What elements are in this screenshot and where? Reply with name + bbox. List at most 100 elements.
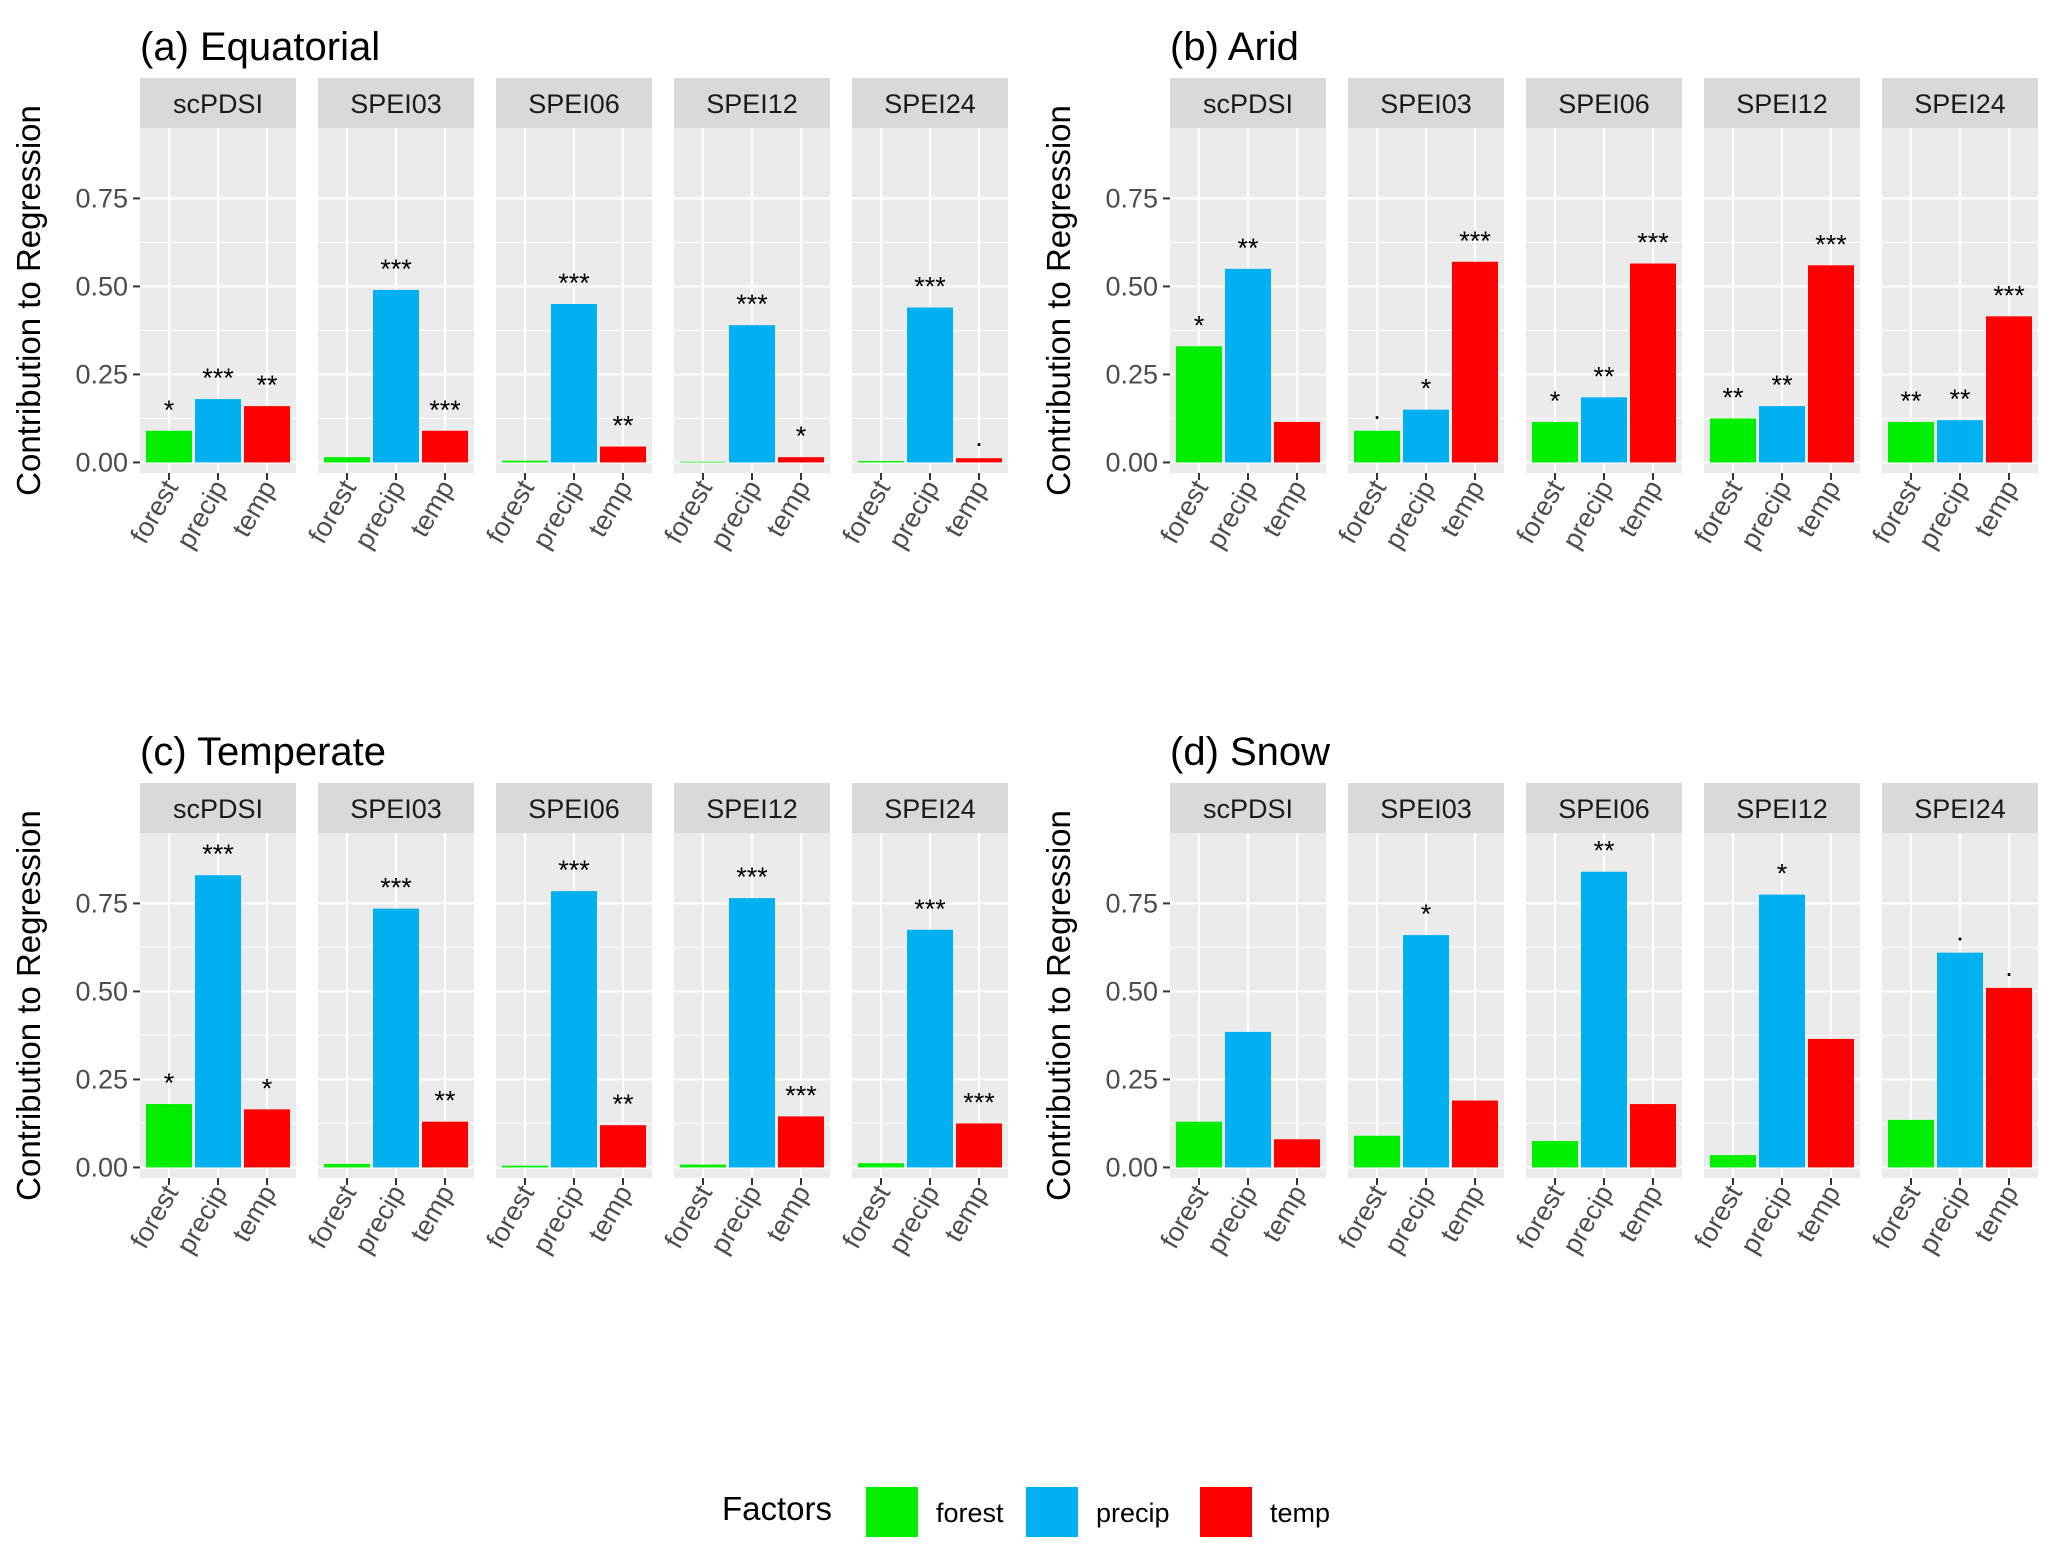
legend-item-forest: forest [866, 1487, 1004, 1537]
facet-strip-label: scPDSI [1203, 89, 1293, 119]
y-tick-label: 0.25 [75, 1064, 128, 1094]
significance-label: *** [1637, 228, 1669, 258]
x-tick-label: temp [1434, 1180, 1490, 1247]
significance-label: *** [914, 272, 946, 302]
y-tick-label: 0.25 [1105, 359, 1158, 389]
facet-strip [1526, 783, 1682, 833]
bar-precip [1403, 409, 1449, 463]
y-axis-title: Contribution to Regression [1040, 810, 1077, 1201]
facet-strip-label: SPEI24 [1914, 89, 2006, 119]
facet-strip-label: SPEI24 [884, 89, 976, 119]
x-tick-label: precip [526, 1180, 589, 1259]
facet-strip [852, 78, 1008, 128]
legend-item-temp: temp [1200, 1487, 1330, 1537]
significance-label: *** [558, 855, 590, 885]
significance-label: * [1421, 374, 1432, 404]
bar-temp [956, 1123, 1002, 1168]
facet-strip [318, 78, 474, 128]
facet-strip-label: SPEI12 [1736, 794, 1828, 824]
x-tick-label: temp [1790, 1180, 1846, 1247]
facet-strip [1348, 783, 1504, 833]
bar-temp [1986, 316, 2032, 463]
significance-label: * [164, 1068, 175, 1098]
y-tick-label: 0.50 [1105, 271, 1158, 301]
significance-label: ** [612, 411, 634, 441]
bar-temp [778, 457, 824, 463]
legend-key-temp [1200, 1487, 1252, 1537]
bar-precip [551, 304, 597, 463]
x-tick-label: precip [704, 1180, 767, 1259]
x-tick-label: precip [1200, 475, 1263, 554]
bar-forest [146, 430, 192, 463]
facet-strip-label: SPEI06 [1558, 794, 1650, 824]
x-tick-label: precip [1556, 475, 1619, 554]
bar-forest [680, 461, 726, 463]
bar-precip [729, 325, 775, 463]
facet-strip-label: SPEI24 [884, 794, 976, 824]
y-tick-label: 0.00 [1105, 1152, 1158, 1182]
x-tick-label: precip [1378, 475, 1441, 554]
y-tick-label: 0.75 [75, 888, 128, 918]
facet-strip [1704, 783, 1860, 833]
bar-temp [244, 1109, 290, 1168]
significance-label: ** [256, 370, 278, 400]
y-tick-label: 0.75 [75, 183, 128, 213]
x-tick-label: temp [1256, 1180, 1312, 1247]
panel-title: (c) Temperate [140, 730, 386, 774]
legend-key-precip [1026, 1487, 1078, 1537]
x-tick-label: temp [1968, 475, 2024, 542]
legend-label: forest [936, 1498, 1004, 1528]
significance-label: * [164, 395, 175, 425]
facet-strip [674, 78, 830, 128]
x-tick-label: precip [882, 1180, 945, 1259]
facet-strip [496, 78, 652, 128]
y-tick-label: 0.50 [75, 271, 128, 301]
bar-forest [324, 457, 370, 463]
x-tick-label: temp [404, 1180, 460, 1247]
x-tick-label: precip [882, 475, 945, 554]
facet-strip-label: SPEI03 [350, 89, 442, 119]
legend: Factors forest precip temp [722, 1487, 1330, 1537]
panel-2: (b) Arid Contribution to Regression 0.00 0.… [1040, 25, 2038, 554]
facet-strip [140, 783, 296, 833]
x-tick-label: temp [1968, 1180, 2024, 1247]
bar-temp [1986, 987, 2032, 1168]
bar-precip [1937, 420, 1983, 463]
bar-forest [324, 1163, 370, 1168]
panel-title: (a) Equatorial [140, 25, 380, 69]
bar-temp [1274, 1139, 1320, 1168]
facet-SPEI06: SPEI06*forest**precip***temp [1510, 78, 1682, 554]
panel-1: (a) Equatorial Contribution to Regression… [10, 25, 1008, 554]
x-tick-label: temp [582, 1180, 638, 1247]
y-axis-title: Contribution to Regression [10, 810, 47, 1201]
significance-label: . [975, 422, 983, 452]
significance-label: . [1956, 917, 1964, 947]
bar-precip [1581, 871, 1627, 1168]
facet-SPEI24: SPEI24**forest**precip***temp [1866, 78, 2038, 554]
significance-label: ** [1771, 370, 1793, 400]
y-tick-label: 0.50 [75, 976, 128, 1006]
significance-label: *** [429, 395, 461, 425]
significance-label: *** [1459, 226, 1491, 256]
bar-temp [600, 1125, 646, 1168]
x-tick-label: precip [1200, 1180, 1263, 1259]
significance-label: *** [202, 839, 234, 869]
x-tick-label: precip [348, 475, 411, 554]
facet-strip-label: SPEI12 [706, 794, 798, 824]
y-tick-label: 0.25 [1105, 1064, 1158, 1094]
x-tick-label: temp [1256, 475, 1312, 542]
bar-forest [1888, 421, 1934, 463]
y-axis-title: Contribution to Regression [10, 105, 47, 496]
facet-SPEI12: SPEI12**forest**precip***temp [1688, 78, 1860, 554]
y-tick-label: 0.50 [1105, 976, 1158, 1006]
significance-label: . [2005, 952, 2013, 982]
bar-temp [778, 1116, 824, 1168]
bar-temp [1808, 265, 1854, 463]
facet-strip-label: scPDSI [173, 89, 263, 119]
